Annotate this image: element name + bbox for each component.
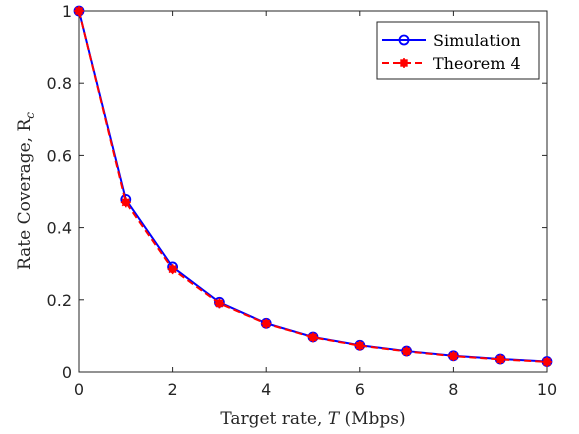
- x-tick-label: 0: [74, 380, 84, 399]
- series-layer: [73, 5, 553, 367]
- legend-label-simulation: Simulation: [433, 31, 521, 50]
- legend-marker-point: [399, 58, 409, 68]
- x-tick-label: 2: [168, 380, 178, 399]
- legend-marker-theorem-4: [399, 58, 409, 68]
- data-point-theorem-4: [542, 356, 552, 367]
- data-point-theorem-4: [74, 6, 84, 16]
- legend-label-theorem-4: Theorem 4: [433, 54, 521, 73]
- y-axis-label: Rate Coverage, Rc: [15, 112, 37, 270]
- y-tick-label: 0.4: [47, 219, 72, 238]
- data-point-theorem-4: [167, 264, 178, 275]
- y-tick-label: 0.2: [47, 291, 72, 310]
- x-tick-label: 10: [537, 380, 557, 399]
- legend-marker-point: [398, 34, 410, 46]
- axis-ticks: 0 2 4 6 8 10 0 0.2 0.4 0.6 0.8 1: [47, 2, 558, 399]
- data-point-theorem-4: [308, 332, 318, 343]
- y-tick-label: 0: [62, 363, 72, 382]
- data-point-theorem-4: [261, 318, 272, 329]
- legend-marker-simulation: [398, 34, 410, 46]
- legend: Simulation Theorem 4: [376, 21, 540, 80]
- x-tick-label: 8: [448, 380, 458, 399]
- y-tick-label: 0.8: [47, 74, 72, 93]
- data-point-theorem-4: [354, 340, 365, 351]
- data-point-theorem-4: [401, 346, 412, 357]
- x-tick-label: 4: [261, 380, 271, 399]
- y-tick-label: 1: [62, 2, 72, 21]
- x-axis-label: Target rate, T (Mbps): [220, 409, 405, 429]
- legend-box: [376, 21, 540, 80]
- series-theorem-4: [74, 6, 552, 367]
- data-point-theorem-4: [495, 354, 506, 365]
- x-tick-label: 6: [355, 380, 365, 399]
- y-tick-label: 0.6: [47, 146, 72, 165]
- data-point-theorem-4: [448, 351, 459, 362]
- data-point-theorem-4: [214, 298, 225, 309]
- data-point-theorem-4: [120, 197, 131, 208]
